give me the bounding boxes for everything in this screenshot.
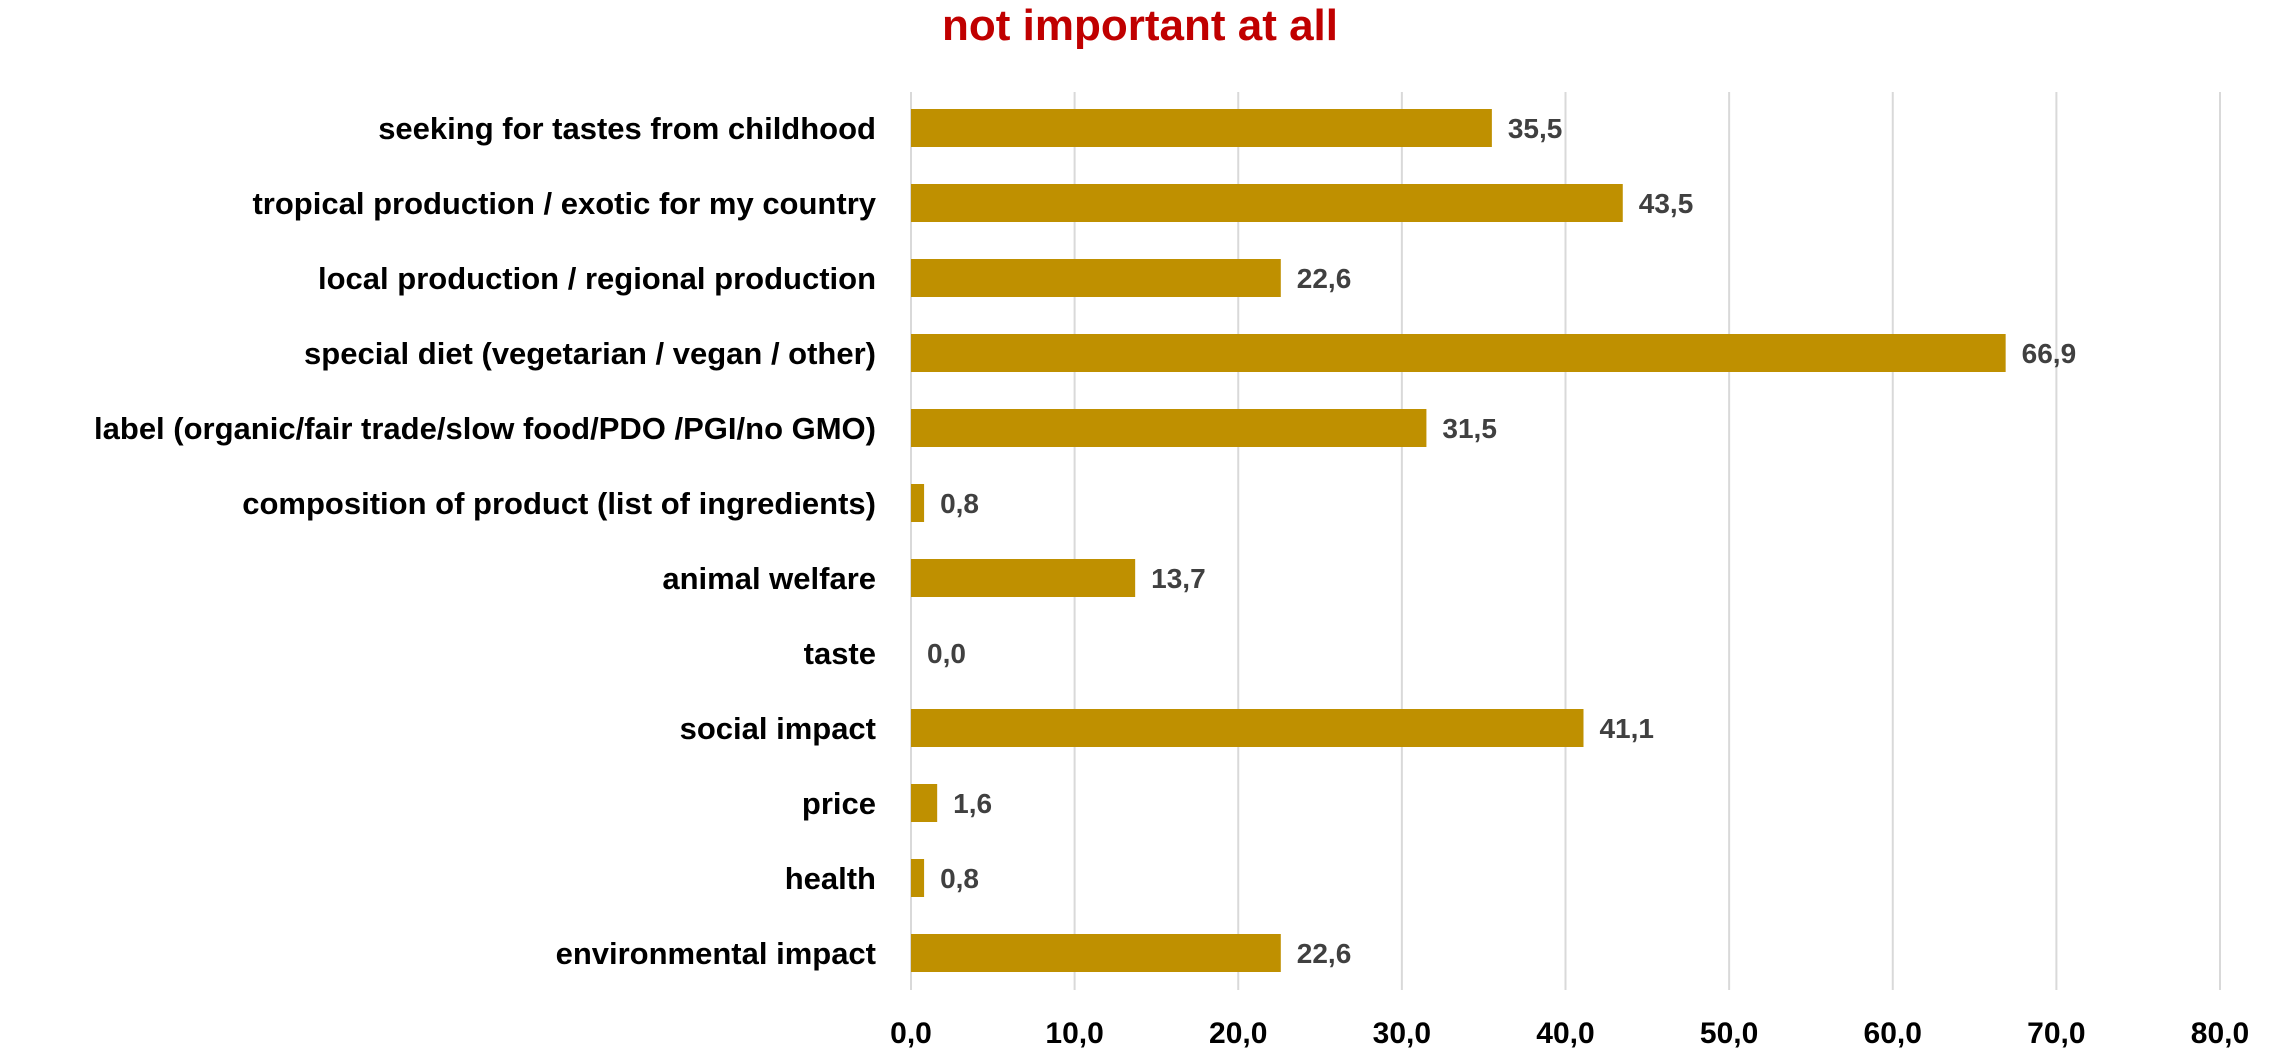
category-label: special diet (vegetarian / vegan / other… (304, 336, 876, 371)
category-label: social impact (680, 711, 876, 746)
bar (911, 934, 1281, 972)
x-tick-label: 40,0 (1536, 1017, 1594, 1050)
category-label: seeking for tastes from childhood (378, 111, 876, 146)
category-label: taste (804, 636, 876, 671)
x-tick-label: 70,0 (2027, 1017, 2085, 1050)
bar (911, 784, 938, 822)
x-tick-label: 10,0 (1045, 1017, 1103, 1050)
x-axis-tick-labels: 0,0 10,0 20,0 30,0 40,0 50,0 60,0 70,0 80,0 (890, 1017, 2249, 1050)
x-tick-label: 50,0 (1700, 1017, 1758, 1050)
bar (911, 484, 925, 522)
bar (911, 334, 2006, 372)
category-label: animal welfare (662, 561, 876, 596)
data-label: 22,6 (1297, 263, 1352, 294)
data-label: 0,0 (927, 638, 966, 669)
bar (911, 184, 1623, 222)
bar (911, 409, 1427, 447)
category-label: tropical production / exotic for my coun… (252, 186, 876, 221)
x-tick-label: 60,0 (1864, 1017, 1922, 1050)
x-tick-label: 30,0 (1373, 1017, 1431, 1050)
bar (911, 709, 1584, 747)
x-tick-label: 0,0 (890, 1017, 932, 1050)
bar (911, 559, 1136, 597)
x-tick-label: 80,0 (2191, 1017, 2249, 1050)
data-label: 35,5 (1508, 113, 1563, 144)
category-labels: seeking for tastes from childhood tropica… (94, 111, 877, 971)
category-label: environmental impact (556, 936, 876, 971)
data-labels: 35,5 43,5 22,6 66,9 31,5 0,8 13,7 0,0 41,1 1,6 0,8… (927, 113, 2076, 969)
category-label: health (785, 861, 876, 896)
data-label: 66,9 (2022, 338, 2077, 369)
bar (911, 259, 1281, 297)
data-label: 22,6 (1297, 938, 1352, 969)
category-label: price (802, 786, 876, 821)
data-label: 0,8 (940, 863, 979, 894)
gridlines (910, 92, 2221, 990)
x-tick-label: 20,0 (1209, 1017, 1267, 1050)
bar (911, 859, 925, 897)
bar (911, 109, 1492, 147)
data-label: 31,5 (1442, 413, 1497, 444)
data-label: 1,6 (953, 788, 992, 819)
category-label: composition of product (list of ingredie… (242, 486, 876, 521)
data-label: 41,1 (1599, 713, 1654, 744)
category-label: local production / regional production (318, 261, 876, 296)
data-label: 0,8 (940, 488, 979, 519)
data-label: 43,5 (1639, 188, 1694, 219)
chart-title: not important at all (942, 1, 1338, 50)
data-label: 13,7 (1151, 563, 1206, 594)
category-label: label (organic/fair trade/slow food/PDO … (94, 411, 876, 446)
bars (911, 109, 2006, 972)
